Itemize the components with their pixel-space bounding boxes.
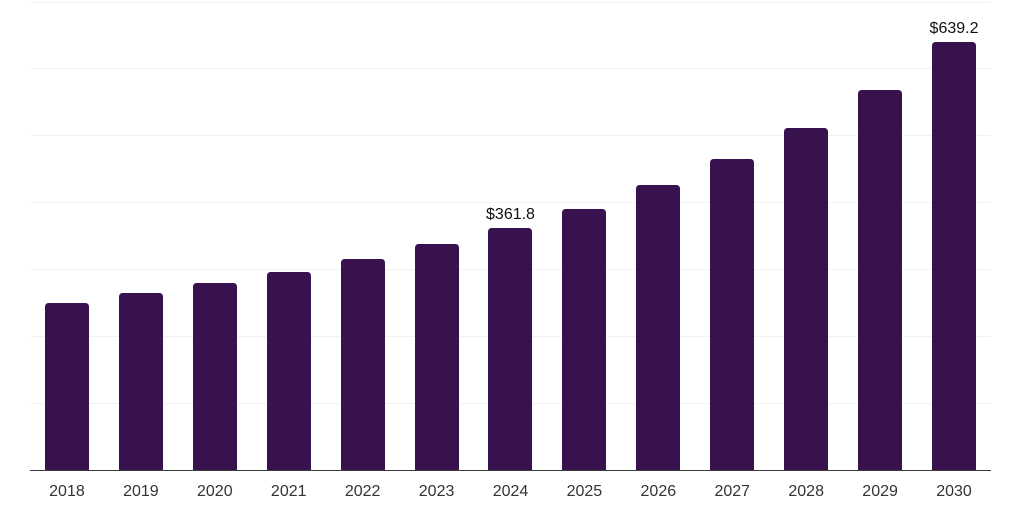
bar-2021 [266,271,311,470]
data-label-2024: $361.8 [486,205,535,223]
bar-2026 [636,185,681,470]
bar-band-2024: $361.8 [474,0,548,470]
bar-band-2030: $639.2 [917,0,991,470]
x-tick-2021: 2021 [270,483,307,500]
x-axis-line [30,469,991,471]
x-tick-2028: 2028 [788,483,824,500]
bar-band-2027 [695,0,769,470]
bar-2027 [710,159,755,470]
x-tick-2026: 2026 [640,483,677,500]
bar-band-2018 [30,0,104,470]
x-tick-2023: 2023 [418,483,455,500]
bar-band-2022 [326,0,400,470]
x-tick-2019: 2019 [123,483,159,500]
bar-band-2028 [769,0,843,470]
x-tick-2027: 2027 [714,483,751,500]
bar-2025 [562,208,607,470]
bar-2022 [340,258,385,470]
bar-2029 [858,89,903,470]
bar-band-2020 [178,0,252,470]
bar-2019 [118,292,163,470]
bar-2028 [784,127,829,470]
x-tick-2020: 2020 [197,483,233,500]
bar-band-2023 [400,0,474,470]
bar-band-2026 [621,0,695,470]
bar-band-2019 [104,0,178,470]
x-tick-2018: 2018 [49,483,85,500]
x-tick-2030: 2030 [936,483,972,500]
x-tick-2024: 2024 [492,483,529,500]
bar-band-2021 [252,0,326,470]
bar-2018 [44,303,89,470]
x-tick-2025: 2025 [566,483,603,500]
bar-2024 [488,227,533,470]
data-label-2030: $639.2 [929,20,979,38]
bar-2023 [414,244,459,470]
bar-band-2025 [547,0,621,470]
x-tick-2022: 2022 [344,483,381,500]
x-tick-2029: 2029 [862,483,898,500]
bar-2020 [192,282,237,470]
bar-band-2029 [843,0,917,470]
bar-2030 [932,42,977,470]
